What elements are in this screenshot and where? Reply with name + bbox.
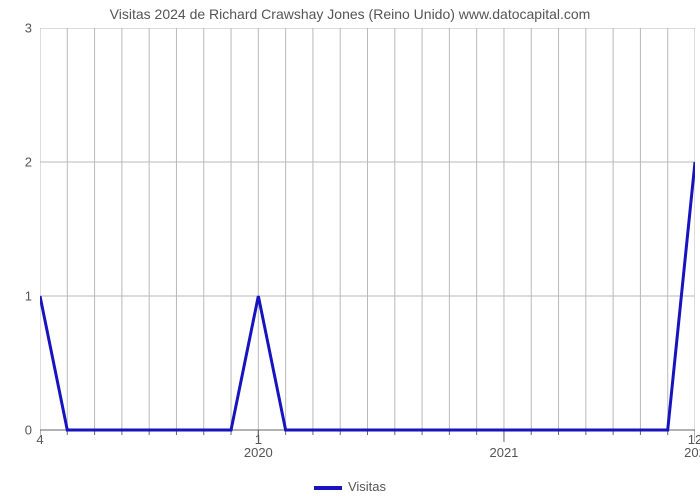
y-tick-label: 0 (25, 423, 32, 438)
x-tick-year-label: 2020 (244, 445, 273, 460)
chart-container: { "chart": { "type": "line", "title": "V… (0, 0, 700, 500)
y-tick-label: 3 (25, 21, 32, 36)
legend: Visitas (0, 479, 700, 494)
x-tick-month-label: 4 (36, 432, 43, 447)
plot-area: 0123411220202021202 (40, 28, 695, 430)
x-tick-year-label: 2021 (489, 445, 518, 460)
y-tick-label: 2 (25, 155, 32, 170)
y-tick-label: 1 (25, 289, 32, 304)
chart-svg (40, 28, 695, 444)
legend-swatch (314, 486, 342, 490)
legend-label: Visitas (348, 479, 386, 494)
x-tick-year-label: 202 (684, 445, 700, 460)
chart-title: Visitas 2024 de Richard Crawshay Jones (… (0, 6, 700, 22)
